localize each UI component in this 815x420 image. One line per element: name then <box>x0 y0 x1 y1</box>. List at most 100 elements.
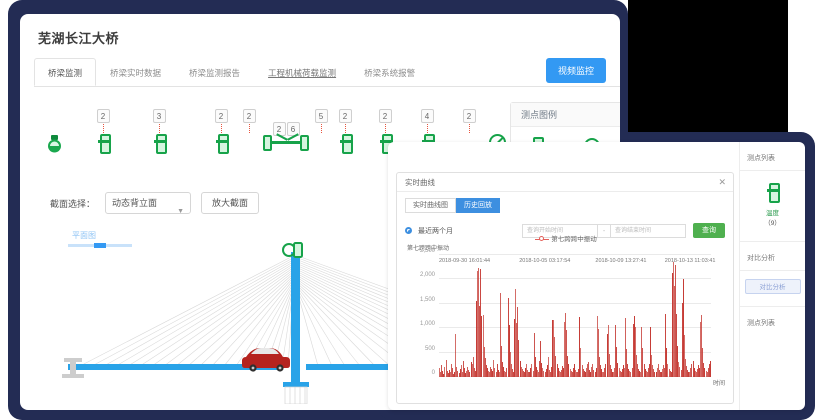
chart-bar <box>452 367 453 377</box>
video-monitoring-button[interactable]: 视频监控 <box>545 58 606 83</box>
chart-bar <box>578 369 580 377</box>
chart-bar <box>512 371 514 377</box>
chart-bar <box>702 347 704 377</box>
sensor-column-10[interactable]: 2 <box>458 106 480 154</box>
sidebar-sensor-item[interactable]: 温度 （9） <box>740 171 805 242</box>
chart-bar <box>606 333 608 377</box>
chart-bar <box>516 322 518 377</box>
badge-row: 2 <box>458 106 480 123</box>
chart-bar <box>511 369 513 377</box>
chart-bar <box>602 371 604 377</box>
badge-row: 2 <box>374 106 396 123</box>
chart-bar <box>641 327 643 377</box>
chart-bar <box>577 372 579 377</box>
chart-bar <box>704 368 706 377</box>
end-date-input[interactable]: 查询结束时间 <box>610 223 686 238</box>
anchor-sensor-icon[interactable] <box>44 134 66 154</box>
chart-bar <box>475 300 477 377</box>
connector-line <box>248 122 250 133</box>
plan-scrollbar[interactable] <box>68 243 132 248</box>
enlarge-section-button[interactable]: 放大截面 <box>201 192 260 214</box>
chart-bar <box>454 371 456 377</box>
strain-sensor-icon[interactable] <box>210 134 232 154</box>
chart-bar <box>472 357 474 377</box>
sensor-column-2[interactable]: 3 <box>148 106 170 154</box>
strain-sensor-icon[interactable] <box>92 134 114 154</box>
chart-bar <box>494 367 496 377</box>
chart-bar <box>563 368 564 377</box>
tab-2[interactable]: 桥梁监测报告 <box>189 68 241 78</box>
chart-bar <box>582 369 584 377</box>
query-button[interactable]: 查询 <box>693 223 725 238</box>
chart-bar <box>571 372 573 377</box>
chart-bar <box>651 354 653 377</box>
sensor-count-badge: 2 <box>242 109 256 123</box>
tab-0[interactable]: 桥梁监测 <box>34 58 97 86</box>
chart-bar <box>480 269 482 377</box>
close-icon[interactable]: ✕ <box>718 177 726 187</box>
chart-bar <box>531 364 533 377</box>
sensor-column-6[interactable]: 5 <box>310 106 332 154</box>
chart-bar <box>682 278 684 377</box>
section-select[interactable]: 动态背立面 ▼ <box>105 192 192 215</box>
strain-sensor-icon[interactable] <box>334 134 356 154</box>
chart-bar <box>671 273 673 377</box>
chart-bar <box>654 371 656 377</box>
chart-bar <box>519 360 521 377</box>
compare-analysis-button[interactable]: 对比分析 <box>744 279 801 294</box>
tab-4[interactable]: 桥梁系统报警 <box>364 68 416 78</box>
chart-bar <box>605 364 607 377</box>
chart-bar <box>572 368 574 377</box>
chart-bar <box>691 364 693 377</box>
badge-row: 2 <box>92 106 114 123</box>
chart-bar <box>665 313 667 377</box>
chart-bar <box>609 364 611 377</box>
pylon-cap <box>283 382 309 387</box>
tab-1[interactable]: 桥梁实时数据 <box>110 68 162 78</box>
chart-bar <box>697 365 699 377</box>
gridline <box>439 302 711 304</box>
history-playback-window: 实时曲线 ✕ 实时曲线图 历史回放 最近两个月 查询开始时间 - 查询结束时间 查… <box>388 142 805 410</box>
badge-row: 2 <box>334 106 356 123</box>
sensor-count-badge: 5 <box>314 109 328 123</box>
dialog-tab-0[interactable]: 实时曲线图 <box>405 198 456 213</box>
chart-bar <box>681 303 683 377</box>
chart-bar <box>635 354 637 377</box>
chart-bar <box>664 368 666 377</box>
chart-bar <box>538 371 539 377</box>
chart-bar <box>576 371 577 377</box>
sensor-column-1[interactable]: 2 <box>92 106 114 154</box>
chart-bar <box>656 368 658 377</box>
chart-bar <box>499 292 501 377</box>
connector-line <box>158 122 160 133</box>
chart-bar <box>650 326 651 377</box>
sensor-column-7[interactable]: 2 <box>334 106 356 154</box>
chevron-down-icon: ▼ <box>177 208 185 215</box>
chart-bar <box>660 372 662 377</box>
dialog-tab-1[interactable]: 历史回放 <box>456 198 500 213</box>
badge-row: 4 <box>416 106 438 123</box>
sensor-column-0[interactable] <box>44 119 66 154</box>
chart-bar <box>540 340 542 377</box>
chart-bar <box>444 366 446 377</box>
chart-bar <box>627 364 629 377</box>
chart-bar <box>501 346 502 377</box>
sensor-column-3[interactable]: 2 <box>210 106 232 154</box>
span-sensor-icon[interactable] <box>262 133 310 154</box>
chart-bar <box>560 369 562 377</box>
chart-bar <box>663 365 665 377</box>
start-date-input[interactable]: 查询开始时间 <box>522 223 598 238</box>
sensor-column-4[interactable]: 2 <box>238 106 260 154</box>
chart-bar <box>675 265 677 377</box>
recent-two-months-radio[interactable] <box>405 227 412 234</box>
gridline <box>439 351 711 353</box>
page-title: 芜湖长江大桥 <box>38 31 120 46</box>
chart-bar <box>703 363 705 377</box>
y-tick-label: 500 <box>424 345 435 352</box>
strain-sensor-icon[interactable] <box>148 134 170 154</box>
chart-bar <box>496 364 498 377</box>
chart-bar <box>688 371 690 377</box>
tab-3[interactable]: 工程机械荷载监测 <box>268 68 337 78</box>
chart-bar <box>440 372 441 377</box>
